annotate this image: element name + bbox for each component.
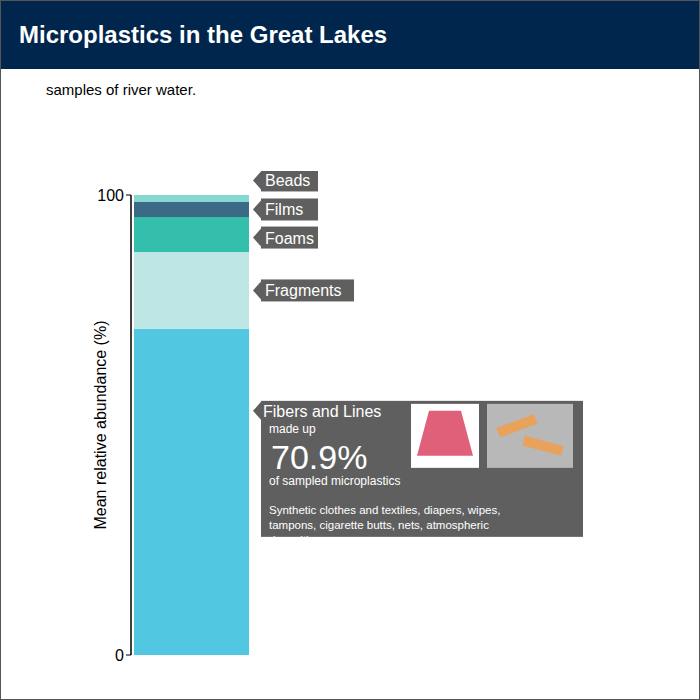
svg-text:0: 0 xyxy=(115,647,124,664)
svg-text:Fibers and Lines: Fibers and Lines xyxy=(263,403,381,420)
svg-text:made up: made up xyxy=(269,422,316,436)
svg-text:Films: Films xyxy=(265,201,303,218)
svg-text:70.9%: 70.9% xyxy=(271,438,367,476)
svg-text:Beads: Beads xyxy=(265,172,310,189)
svg-text:100: 100 xyxy=(97,187,124,204)
html-text:samples of river water.: samples of river water. xyxy=(46,81,197,98)
svg-text:Mean relative abundance (%): Mean relative abundance (%) xyxy=(92,320,109,529)
html-text:Microplastics in the Great Lak: Microplastics in the Great Lakes xyxy=(19,21,388,48)
svg-text:Fragments: Fragments xyxy=(265,282,341,299)
svg-text:deposition: deposition xyxy=(269,534,321,546)
svg-text:of sampled microplastics: of sampled microplastics xyxy=(269,474,400,488)
svg-text:tampons, cigarette butts, nets: tampons, cigarette butts, nets, atmosphe… xyxy=(269,519,489,531)
svg-text:Synthetic clothes and textiles: Synthetic clothes and textiles, diapers,… xyxy=(269,504,500,516)
svg-text:Foams: Foams xyxy=(265,230,314,247)
